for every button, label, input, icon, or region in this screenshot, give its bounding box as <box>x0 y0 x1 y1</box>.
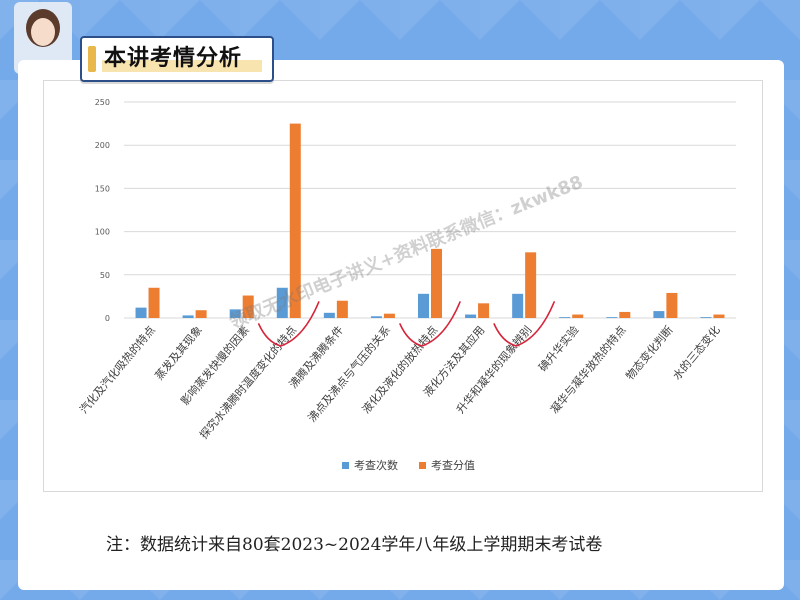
x-category-label: 物态变化判断 <box>623 323 676 383</box>
section-title-box: 本讲考情分析 <box>80 36 274 82</box>
y-tick-label: 0 <box>105 314 110 323</box>
bar-series-2 <box>289 123 301 318</box>
bar-series-2 <box>666 292 678 318</box>
data-source-note: 注：数据统计来自80套2023~2024学年八年级上学期期末考试卷 <box>106 535 603 555</box>
bar-series-1 <box>323 312 335 318</box>
x-category-label: 水的三态变化 <box>670 323 723 383</box>
bar-series-1 <box>606 317 618 318</box>
bar-series-1 <box>700 317 712 318</box>
bar-series-2 <box>195 310 207 318</box>
legend-label: 考查分值 <box>431 458 475 472</box>
bar-series-1 <box>465 314 477 318</box>
bar-chart: 050100150200250汽化及汽化吸热的特点蒸发及其现象影响蒸发快慢的因素… <box>76 98 736 472</box>
bar-series-1 <box>135 307 147 318</box>
bar-series-1 <box>370 316 382 318</box>
y-tick-label: 100 <box>95 228 110 237</box>
bar-series-2 <box>383 313 395 318</box>
title-highlight <box>102 60 262 72</box>
x-category-label: 探究水沸腾时温度变化的特点 <box>196 323 299 442</box>
legend-label: 考查次数 <box>354 458 398 472</box>
bar-series-1 <box>182 315 194 318</box>
bar-series-2 <box>431 248 442 318</box>
x-category-label: 碘升华实验 <box>535 323 581 374</box>
x-category-label: 蒸发及其现象 <box>152 323 205 383</box>
bar-series-1 <box>276 287 288 318</box>
bar-series-2 <box>336 300 348 318</box>
y-tick-label: 200 <box>95 141 110 150</box>
bar-series-1 <box>653 311 665 318</box>
legend-swatch <box>342 462 349 469</box>
x-category-label: 汽化及汽化吸热的特点 <box>76 323 157 416</box>
annotation-check-mark <box>493 301 555 347</box>
bar-series-1 <box>229 309 241 318</box>
y-tick-label: 50 <box>100 271 110 280</box>
bar-series-1 <box>512 293 524 318</box>
bar-series-2 <box>525 252 537 318</box>
bar-series-2 <box>242 295 254 318</box>
y-tick-label: 250 <box>95 98 110 107</box>
bar-series-2 <box>619 311 631 318</box>
bar-series-1 <box>559 317 571 318</box>
bar-series-2 <box>148 287 160 318</box>
annotation-check-mark <box>257 301 320 347</box>
legend-swatch <box>419 462 426 469</box>
y-tick-label: 150 <box>95 184 110 193</box>
bar-series-1 <box>418 293 429 318</box>
bar-series-2 <box>713 314 725 318</box>
title-accent-bar <box>88 46 96 72</box>
x-category-label: 沸点及沸点与气压的关系 <box>305 323 394 425</box>
section-title: 本讲考情分析 <box>104 46 243 71</box>
chart-container: 0 50 100 150 200 250 汽化及汽化吸热的特点 蒸发及其现象 影响蒸发快慢的因素… <box>43 80 763 492</box>
content-panel: 0 50 100 150 200 250 汽化及汽化吸热的特点 蒸发及其现象 影响蒸发快慢的因素… <box>18 60 784 590</box>
annotation-check-mark <box>399 301 461 347</box>
bar-series-2 <box>478 303 490 318</box>
bar-series-2 <box>572 314 584 318</box>
